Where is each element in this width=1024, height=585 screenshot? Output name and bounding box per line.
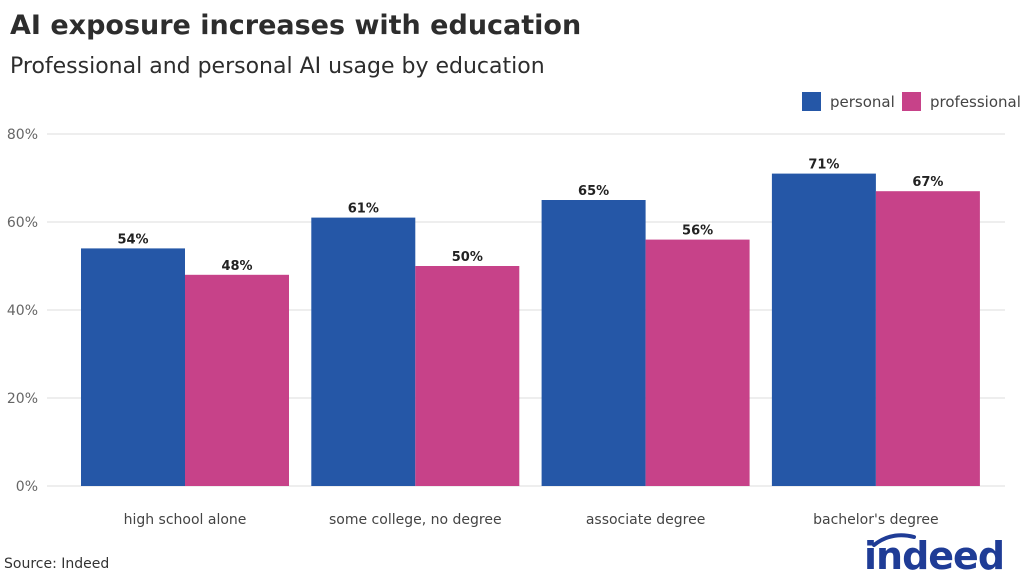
bar-professional	[645, 239, 750, 486]
bar-professional	[185, 274, 289, 486]
y-tick-label: 40%	[7, 303, 38, 319]
legend-swatch-personal	[802, 92, 821, 111]
legend-swatch-professional	[902, 92, 921, 111]
y-tick-label: 80%	[7, 127, 38, 143]
bar-professional	[415, 266, 520, 486]
chart-subtitle: Professional and personal AI usage by ed…	[10, 54, 545, 79]
x-tick-label: associate degree	[586, 512, 706, 528]
y-tick-label: 20%	[7, 391, 38, 407]
bar-personal	[541, 200, 646, 486]
bar-personal	[771, 173, 876, 486]
data-label: 50%	[452, 250, 483, 265]
bar-professional	[875, 191, 980, 486]
data-label: 61%	[348, 202, 379, 217]
source-note: Source: Indeed	[4, 556, 110, 572]
data-label: 71%	[808, 158, 839, 173]
x-tick-label: bachelor's degree	[813, 512, 939, 528]
data-label: 48%	[221, 259, 252, 274]
x-tick-label: some college, no degree	[329, 512, 502, 528]
legend-label: personal	[830, 93, 895, 111]
svg-text:indeed: indeed	[864, 534, 1004, 578]
legend-label: professional	[930, 93, 1021, 111]
chart-title: AI exposure increases with education	[10, 10, 582, 41]
bar-personal	[81, 248, 185, 486]
y-tick-label: 60%	[7, 215, 38, 231]
data-label: 56%	[682, 224, 713, 239]
indeed-logo: indeed	[864, 533, 1005, 578]
data-label: 65%	[578, 184, 609, 199]
bar-personal	[311, 217, 416, 486]
data-label: 54%	[117, 232, 148, 247]
y-tick-label: 0%	[16, 479, 38, 495]
data-label: 67%	[912, 175, 943, 190]
x-tick-label: high school alone	[124, 512, 247, 528]
